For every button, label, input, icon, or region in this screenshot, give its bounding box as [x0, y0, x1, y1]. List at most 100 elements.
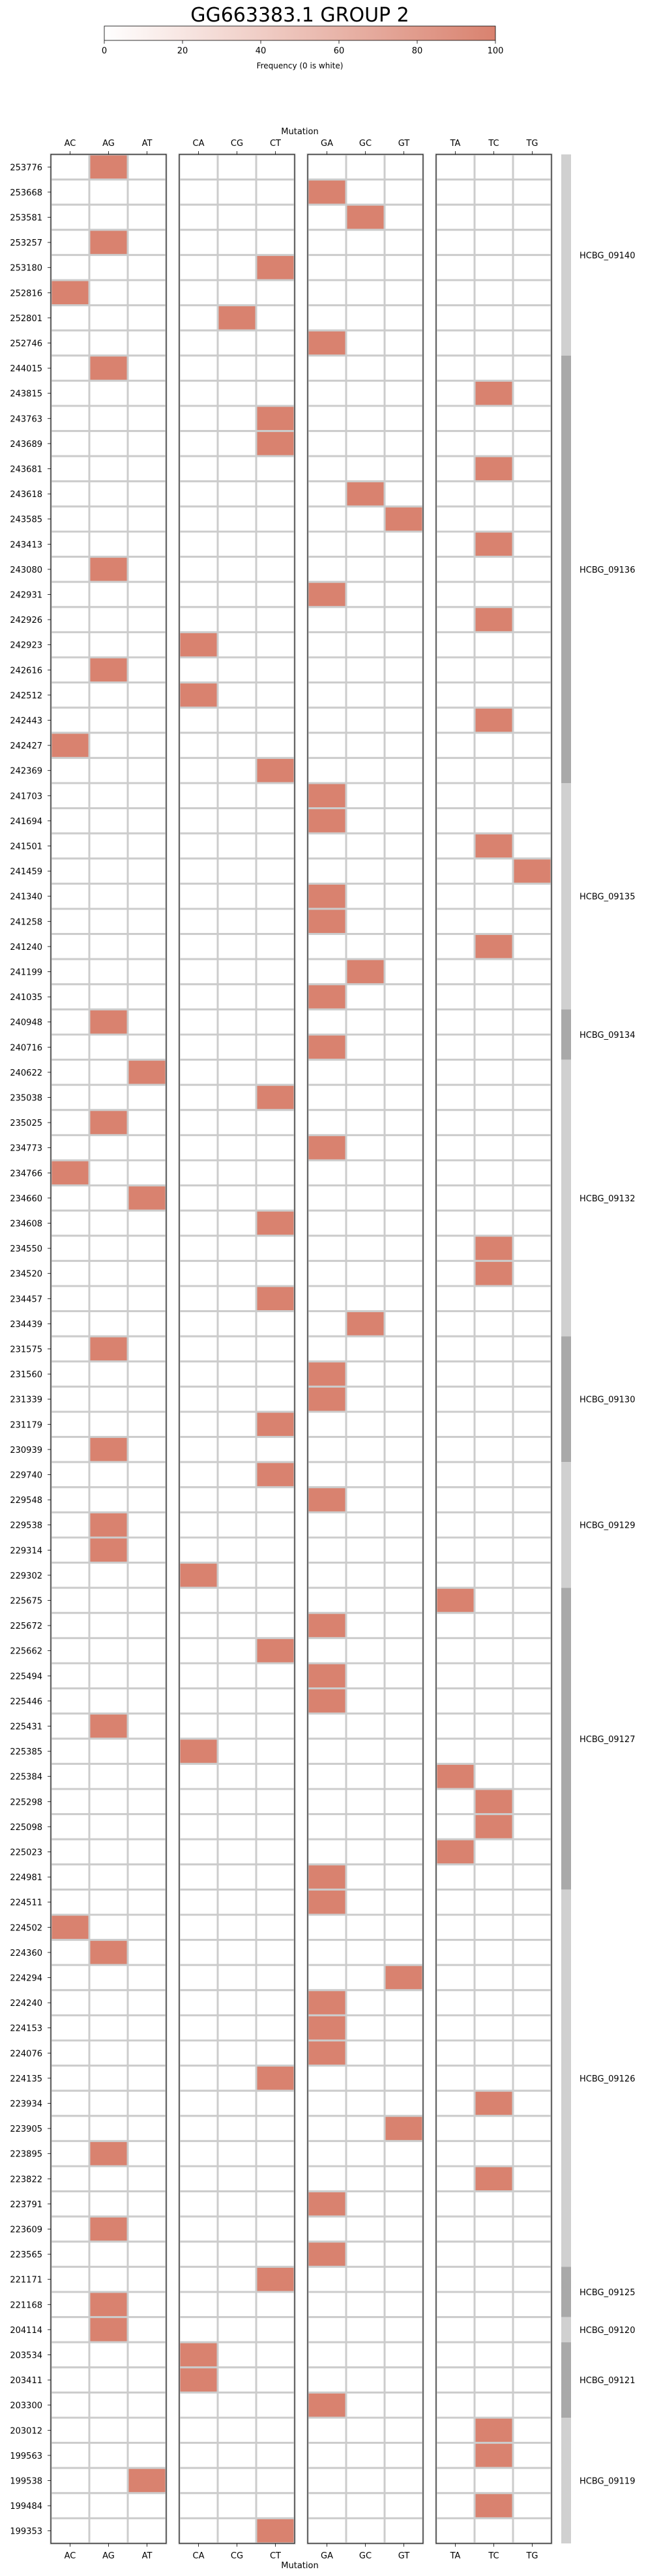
row-label: 231339: [10, 1395, 42, 1405]
heatmap-cell: [512, 1687, 553, 1715]
heatmap-cell: [255, 681, 296, 709]
heatmap-cell: [126, 2190, 168, 2218]
heatmap-cell-filled: [473, 2089, 514, 2117]
heatmap-cell: [473, 1964, 514, 1992]
heatmap-cell: [345, 681, 386, 709]
heatmap-cell: [345, 2014, 386, 2042]
heatmap-cell: [512, 1637, 553, 1665]
heatmap-cell: [88, 1586, 129, 1614]
heatmap-cell: [473, 1939, 514, 1966]
heatmap-cell: [512, 2215, 553, 2243]
heatmap-cell: [50, 2115, 91, 2142]
heatmap-cell: [345, 253, 386, 281]
heatmap-cell: [216, 1536, 257, 1564]
colorbar-tick-label: 100: [488, 46, 504, 56]
heatmap-cell: [216, 1939, 257, 1966]
gene-group-segment: [561, 1588, 571, 1890]
heatmap-cell: [512, 505, 553, 533]
heatmap-cell: [306, 1788, 347, 1816]
heatmap-cell: [345, 153, 386, 181]
row-label: 224240: [10, 1999, 42, 2009]
heatmap-cell: [178, 2190, 219, 2218]
heatmap-cell: [473, 1838, 514, 1866]
heatmap-cell: [126, 2240, 168, 2268]
heatmap-cell: [178, 1209, 219, 1237]
row-label: 242926: [10, 616, 42, 625]
heatmap-cell: [383, 1436, 424, 1463]
heatmap-cell: [306, 1259, 347, 1287]
heatmap-cell: [178, 2467, 219, 2495]
heatmap-cell: [306, 2115, 347, 2142]
heatmap-cell: [435, 505, 476, 533]
heatmap-cell: [306, 1436, 347, 1463]
heatmap-cell: [178, 1335, 219, 1363]
heatmap-cell-filled: [435, 1762, 476, 1790]
heatmap-cell: [255, 530, 296, 558]
heatmap-cell: [88, 706, 129, 734]
heatmap-cell: [178, 1662, 219, 1690]
column-label-bottom: AT: [142, 2551, 153, 2561]
row-label: 234766: [10, 1169, 42, 1179]
heatmap-cell-filled: [50, 732, 91, 759]
gene-group-segment: [561, 1889, 571, 2267]
heatmap-cell: [512, 1662, 553, 1690]
heatmap-cell: [126, 1989, 168, 2016]
heatmap-cell: [512, 882, 553, 910]
heatmap-cell-filled: [306, 580, 347, 608]
heatmap-cell: [178, 530, 219, 558]
heatmap-cell: [126, 2366, 168, 2394]
heatmap-cell: [216, 2240, 257, 2268]
heatmap-cell: [435, 329, 476, 357]
heatmap-cell: [473, 430, 514, 457]
heatmap-cell: [306, 933, 347, 960]
heatmap-cell: [345, 1687, 386, 1715]
row-label: 241240: [10, 943, 42, 952]
row-label: 224502: [10, 1923, 42, 1933]
heatmap-cell: [383, 1159, 424, 1187]
heatmap-cell-filled: [255, 2065, 296, 2092]
heatmap-cell: [178, 1310, 219, 1338]
heatmap-cell: [88, 455, 129, 483]
heatmap-cell: [255, 1562, 296, 1589]
heatmap-cell: [473, 631, 514, 659]
heatmap-cell: [345, 455, 386, 483]
heatmap-cell: [306, 681, 347, 709]
heatmap-cell: [255, 1511, 296, 1539]
heatmap-cell-filled: [473, 1788, 514, 1816]
heatmap-cell: [178, 2014, 219, 2042]
heatmap-cell-filled: [88, 1939, 129, 1966]
heatmap-cell: [306, 1939, 347, 1966]
row-label: 253776: [10, 163, 42, 173]
heatmap-cell: [178, 2089, 219, 2117]
heatmap-cell: [512, 455, 553, 483]
column-labels: AC AC AG AG AT AT CA CA CG CG CT CT GA GA GC GC GT GT TA TA…: [65, 139, 538, 2561]
heatmap-cell: [345, 2366, 386, 2394]
heatmap-cell: [255, 706, 296, 734]
heatmap-cell: [216, 681, 257, 709]
heatmap-cell: [435, 2442, 476, 2469]
heatmap-cell-filled: [50, 1913, 91, 1941]
heatmap-cell: [88, 1259, 129, 1287]
heatmap-cell: [216, 530, 257, 558]
heatmap-cell: [50, 2215, 91, 2243]
heatmap-cell: [178, 2039, 219, 2067]
heatmap-cell: [435, 2341, 476, 2369]
heatmap-cell: [88, 2065, 129, 2092]
heatmap-cell-filled: [473, 1813, 514, 1840]
heatmap-cell: [126, 2316, 168, 2343]
heatmap-cell: [383, 329, 424, 357]
heatmap-cell: [345, 2240, 386, 2268]
gene-group-label: HCBG_09125: [580, 2288, 635, 2298]
heatmap-cell: [473, 1562, 514, 1589]
heatmap-cell: [216, 1159, 257, 1187]
heatmap-cell: [178, 405, 219, 433]
heatmap-cell: [50, 1235, 91, 1262]
gene-group-label: HCBG_09120: [580, 2326, 635, 2336]
heatmap-cell: [255, 1109, 296, 1136]
heatmap-cell: [216, 1235, 257, 1262]
row-label: 203012: [10, 2426, 42, 2436]
heatmap-cell: [88, 681, 129, 709]
heatmap-cell: [50, 304, 91, 332]
heatmap-cell: [512, 2039, 553, 2067]
heatmap-cell: [306, 2065, 347, 2092]
